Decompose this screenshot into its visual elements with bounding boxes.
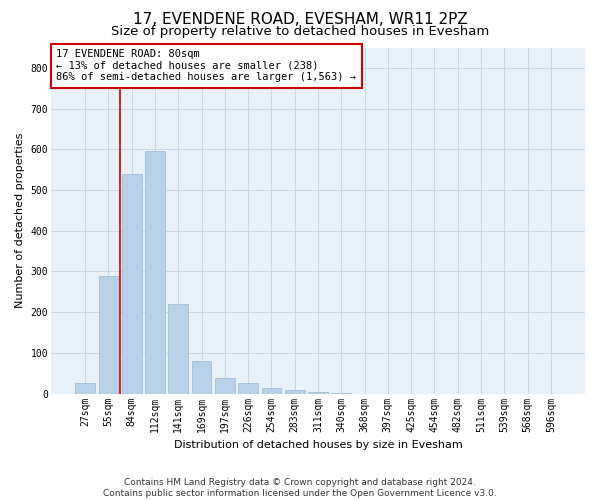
Bar bbox=[98, 276, 118, 394]
Bar bbox=[308, 392, 328, 394]
X-axis label: Distribution of detached houses by size in Evesham: Distribution of detached houses by size … bbox=[173, 440, 463, 450]
Bar bbox=[262, 388, 281, 394]
Bar bbox=[122, 174, 142, 394]
Bar bbox=[191, 361, 211, 394]
Text: Size of property relative to detached houses in Evesham: Size of property relative to detached ho… bbox=[111, 25, 489, 38]
Bar bbox=[169, 304, 188, 394]
Bar bbox=[215, 378, 235, 394]
Text: 17 EVENDENE ROAD: 80sqm
← 13% of detached houses are smaller (238)
86% of semi-d: 17 EVENDENE ROAD: 80sqm ← 13% of detache… bbox=[56, 49, 356, 82]
Bar bbox=[285, 390, 305, 394]
Text: Contains HM Land Registry data © Crown copyright and database right 2024.
Contai: Contains HM Land Registry data © Crown c… bbox=[103, 478, 497, 498]
Bar bbox=[331, 393, 351, 394]
Bar bbox=[75, 384, 95, 394]
Text: 17, EVENDENE ROAD, EVESHAM, WR11 2PZ: 17, EVENDENE ROAD, EVESHAM, WR11 2PZ bbox=[133, 12, 467, 28]
Y-axis label: Number of detached properties: Number of detached properties bbox=[15, 133, 25, 308]
Bar bbox=[238, 384, 258, 394]
Bar bbox=[145, 152, 165, 394]
